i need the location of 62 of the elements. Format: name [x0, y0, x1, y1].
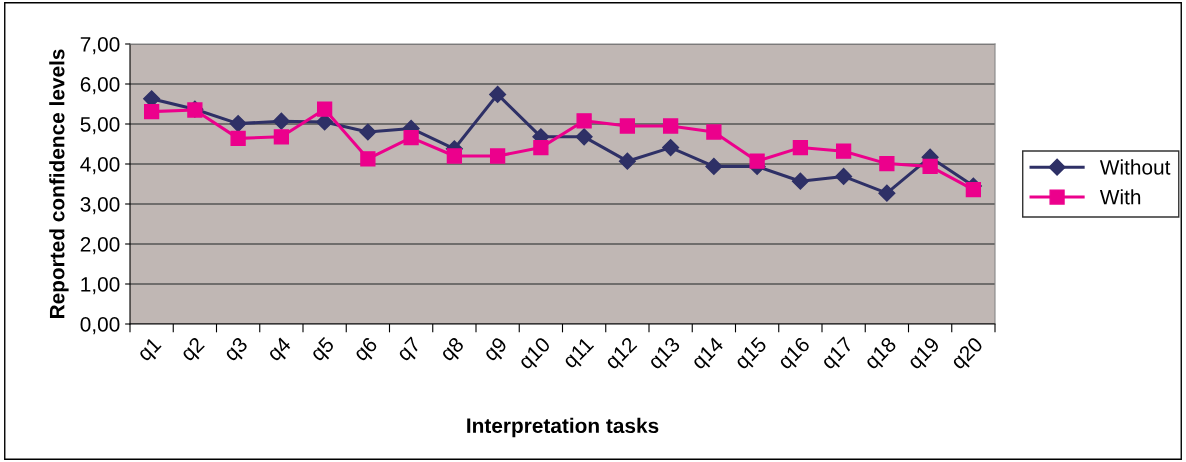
x-tick-label: q13 — [647, 336, 684, 373]
x-tick-label: q19 — [906, 336, 944, 373]
point — [662, 118, 679, 134]
point — [791, 172, 809, 190]
y-tick-label: 3,00 — [80, 197, 120, 215]
point — [446, 148, 463, 164]
point — [229, 115, 247, 133]
y-axis-title: Reported confidence levels — [49, 49, 69, 319]
x-tick-label: q10 — [517, 336, 555, 373]
x-tick-label: q16 — [776, 336, 814, 373]
y-tick-label: 7,00 — [80, 37, 120, 55]
x-tick-label: q18 — [863, 336, 900, 373]
point — [489, 148, 506, 164]
point — [662, 139, 680, 157]
y-tick-label: 1,00 — [81, 277, 120, 295]
x-tick-label: q3 — [222, 336, 252, 365]
x-tick-label: q9 — [482, 336, 511, 365]
x-tick-label: q12 — [603, 336, 641, 373]
y-tick-label: 5,00 — [80, 117, 120, 135]
legend-label: With — [1099, 189, 1141, 205]
point — [792, 139, 809, 156]
x-tick-label: q7 — [395, 336, 425, 365]
point — [706, 124, 722, 140]
point — [403, 129, 419, 146]
x-tick-label: q8 — [439, 336, 468, 365]
x-tick-label: q1 — [136, 336, 165, 365]
x-tick-label: q4 — [266, 336, 295, 365]
x-tick-label: q11 — [561, 336, 598, 372]
point — [576, 113, 592, 129]
point — [533, 139, 549, 156]
y-tick-label: 4,00 — [80, 157, 120, 175]
x-tick-label: q17 — [820, 336, 857, 373]
point — [272, 112, 290, 130]
x-tick-label: q6 — [352, 336, 381, 365]
point — [835, 167, 853, 185]
x-tick-label: q14 — [690, 336, 728, 373]
x-tick-label: q15 — [733, 336, 771, 373]
point — [619, 118, 636, 134]
y-tick-label: 0,00 — [80, 317, 120, 335]
point — [230, 130, 246, 147]
point — [922, 158, 938, 175]
x-tick-label: q20 — [949, 336, 987, 373]
point — [879, 155, 895, 172]
point — [360, 151, 376, 167]
point — [575, 128, 593, 146]
point — [878, 184, 896, 202]
point — [359, 123, 377, 141]
point — [835, 143, 852, 159]
point — [316, 101, 333, 117]
x-tick-label: q2 — [179, 336, 208, 365]
point — [143, 103, 160, 120]
point — [273, 129, 290, 145]
point — [489, 85, 507, 103]
x-tick-label: q5 — [309, 336, 338, 365]
point — [749, 153, 765, 169]
y-tick-label: 2,00 — [80, 237, 120, 255]
point — [618, 152, 636, 170]
x-axis-title: Interpretation tasks — [467, 417, 659, 438]
legend-label: Without — [1099, 159, 1171, 175]
point — [965, 181, 982, 198]
point — [705, 157, 723, 175]
y-tick-label: 6,00 — [80, 77, 120, 95]
